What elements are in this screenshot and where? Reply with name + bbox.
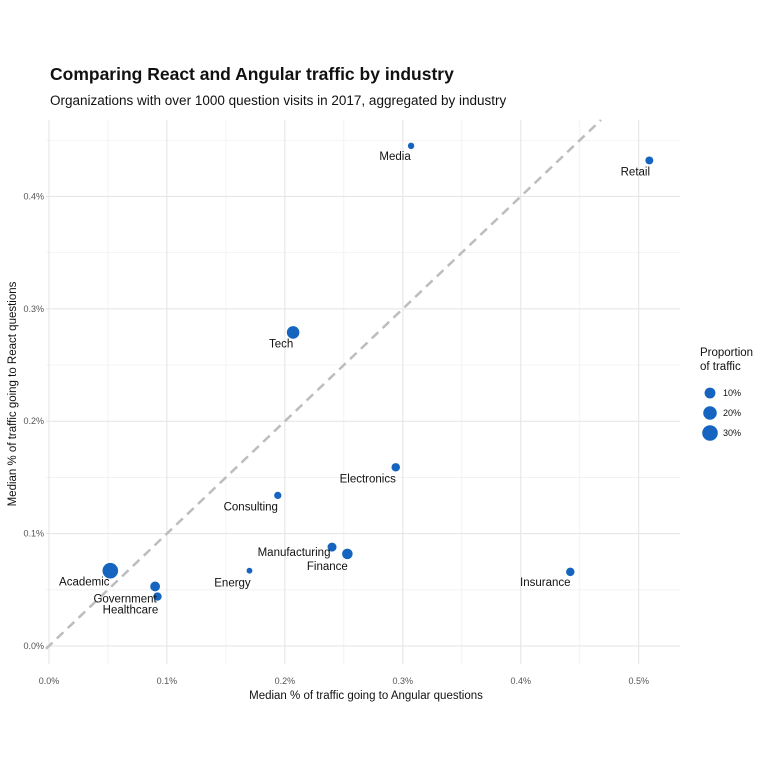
point-labels: Media Retail Tech Electronics Consulting Manu…: [59, 151, 650, 617]
label-tech: Tech: [269, 338, 293, 350]
y-tick-label: 0.2%: [23, 416, 44, 426]
y-axis-title: Median % of traffic going to React quest…: [7, 281, 19, 506]
data-points: [102, 142, 654, 601]
x-tick-label: 0.2%: [275, 676, 296, 686]
legend: Proportion of traffic 10% 20% 30%: [700, 347, 753, 441]
y-tick-label: 0.0%: [23, 641, 44, 651]
label-academic: Academic: [59, 577, 110, 589]
label-media: Media: [379, 151, 411, 163]
point-government: [150, 581, 161, 592]
reference-line: [45, 119, 602, 650]
x-tick-label: 0.0%: [39, 676, 60, 686]
label-manufacturing: Manufacturing: [258, 547, 331, 559]
point-healthcare: [153, 592, 162, 601]
y-tick-label: 0.1%: [23, 529, 44, 539]
point-energy: [246, 567, 253, 574]
chart-subtitle: Organizations with over 1000 question vi…: [50, 93, 507, 108]
point-tech: [286, 326, 300, 339]
axis-ticks: 0.0% 0.1% 0.2% 0.3% 0.4% 0.5% 0.0% 0.1% 0.2% 0.3%…: [23, 191, 648, 686]
point-electronics: [391, 463, 400, 472]
point-academic: [102, 562, 119, 579]
point-insurance: [566, 567, 575, 577]
point-consulting: [274, 491, 282, 500]
label-healthcare: Healthcare: [103, 605, 159, 617]
label-consulting: Consulting: [224, 501, 278, 513]
x-tick-label: 0.4%: [511, 676, 532, 686]
chart-title: Comparing React and Angular traffic by i…: [50, 64, 454, 84]
legend-key-20pct: [703, 406, 717, 420]
y-tick-label: 0.4%: [23, 191, 44, 201]
label-finance: Finance: [307, 561, 348, 573]
legend-key-30pct: [702, 425, 718, 441]
x-axis-title: Median % of traffic going to Angular que…: [249, 690, 483, 702]
point-finance: [342, 548, 353, 560]
label-electronics: Electronics: [340, 473, 396, 485]
point-retail: [645, 156, 654, 165]
x-tick-label: 0.1%: [157, 676, 178, 686]
label-energy: Energy: [214, 578, 251, 590]
legend-title-line-1: Proportion: [700, 347, 753, 359]
legend-label: 30%: [723, 428, 741, 438]
point-media: [407, 142, 415, 150]
legend-key-10pct: [704, 387, 716, 399]
legend-title-line-2: of traffic: [700, 361, 741, 373]
legend-label: 20%: [723, 408, 741, 418]
point-manufacturing: [327, 542, 337, 552]
x-tick-label: 0.3%: [393, 676, 414, 686]
label-retail: Retail: [621, 166, 650, 178]
reference-line-group: [45, 119, 602, 650]
label-government: Government: [93, 593, 157, 605]
grid-lines: [46, 120, 680, 664]
y-tick-label: 0.3%: [23, 304, 44, 314]
legend-label: 10%: [723, 388, 741, 398]
x-tick-label: 0.5%: [628, 676, 649, 686]
label-insurance: Insurance: [520, 577, 571, 589]
